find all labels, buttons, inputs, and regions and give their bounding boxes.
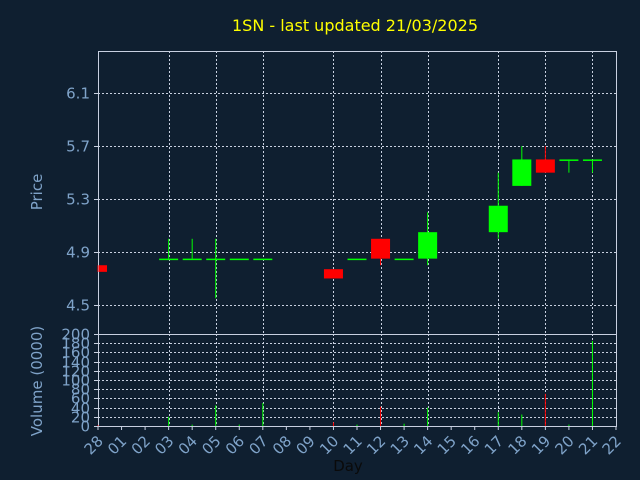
day-tick-label: 14	[410, 432, 436, 458]
day-tick-label: 17	[481, 432, 507, 458]
volume-tick-label: 180	[61, 335, 90, 353]
candle-12	[371, 238, 391, 266]
volume-tick-label: 40	[71, 400, 90, 418]
day-tick-label: 22	[599, 432, 625, 458]
day-tick-label: 21	[575, 432, 601, 458]
day-tick-label: 28	[81, 432, 107, 458]
volume-axis-label: Volume (0000)	[28, 326, 46, 436]
price-tick-label: 4.5	[66, 297, 90, 315]
candle-14	[418, 212, 438, 266]
candle-04	[182, 238, 202, 261]
price-tick-label: 4.9	[66, 244, 90, 262]
candle-body	[535, 159, 555, 173]
day-tick-label: 12	[363, 432, 389, 458]
day-tick-label: 07	[245, 432, 271, 458]
candle-05	[206, 238, 226, 299]
candle-20	[559, 159, 579, 173]
volume-tick-label: 140	[61, 354, 90, 372]
day-tick-label: 06	[222, 432, 248, 458]
volume-tick-label: 200	[61, 326, 90, 344]
candle-body	[512, 159, 532, 186]
candle-body	[99, 265, 107, 272]
day-tick-label: 05	[198, 432, 224, 458]
day-tick-label: 19	[528, 432, 554, 458]
candle-body	[371, 238, 391, 259]
candle-body	[559, 159, 579, 161]
volume-tick-label: 120	[61, 363, 90, 381]
candle-body	[229, 258, 249, 261]
candle-body	[159, 258, 179, 261]
chart-title: 1SN - last updated 21/03/2025	[232, 16, 478, 35]
volume-tick-label: 20	[71, 409, 90, 427]
day-tick-label: 08	[269, 432, 295, 458]
day-tick-label: 10	[316, 432, 342, 458]
candle-body	[394, 258, 414, 261]
candle-body	[582, 159, 602, 161]
candle-body	[206, 258, 226, 261]
candle-13	[394, 258, 414, 261]
price-tick-label: 6.1	[66, 85, 90, 103]
price-tick-label: 5.7	[66, 138, 90, 156]
day-tick-label: 04	[175, 432, 201, 458]
day-tick-label: 13	[387, 432, 413, 458]
volume-tick-label: 100	[61, 372, 90, 390]
candle-21	[582, 159, 602, 173]
day-tick-label: 20	[552, 432, 578, 458]
day-tick-label: 18	[504, 432, 530, 458]
day-tick-label: 02	[128, 432, 154, 458]
candle-body	[253, 258, 273, 261]
volume-tick-label: 60	[71, 390, 90, 408]
candle-body	[418, 232, 438, 259]
day-tick-label: 01	[104, 432, 130, 458]
day-tick-label: 15	[434, 432, 460, 458]
candle-body	[488, 205, 508, 233]
candle-body	[323, 269, 343, 279]
candle-06	[229, 258, 249, 261]
day-tick-label: 03	[151, 432, 177, 458]
candle-body	[347, 258, 367, 261]
day-axis-label: Day	[333, 457, 363, 475]
day-tick-label: 09	[293, 432, 319, 458]
candle-body	[182, 258, 202, 261]
day-tick-label: 11	[340, 432, 366, 458]
candle-19	[535, 146, 555, 173]
candle-18	[512, 146, 532, 186]
candle-11	[347, 258, 367, 261]
candle-07	[253, 258, 273, 261]
volume-tick-label: 0	[80, 418, 90, 436]
volume-tick-label: 160	[61, 344, 90, 362]
day-tick-label: 16	[457, 432, 483, 458]
price-panel: 4.5 4.9 5.3 5.7 6.1	[66, 51, 617, 335]
price-tick-label: 5.3	[66, 191, 90, 209]
candle-28	[97, 265, 107, 272]
candle-17	[488, 172, 508, 239]
candle-10	[323, 269, 343, 279]
price-axis-label: Price	[28, 174, 46, 211]
candle-03	[159, 238, 179, 261]
volume-panel: 0204060801001201401601802002801020304050…	[61, 326, 624, 459]
volume-tick-label: 80	[71, 381, 90, 399]
